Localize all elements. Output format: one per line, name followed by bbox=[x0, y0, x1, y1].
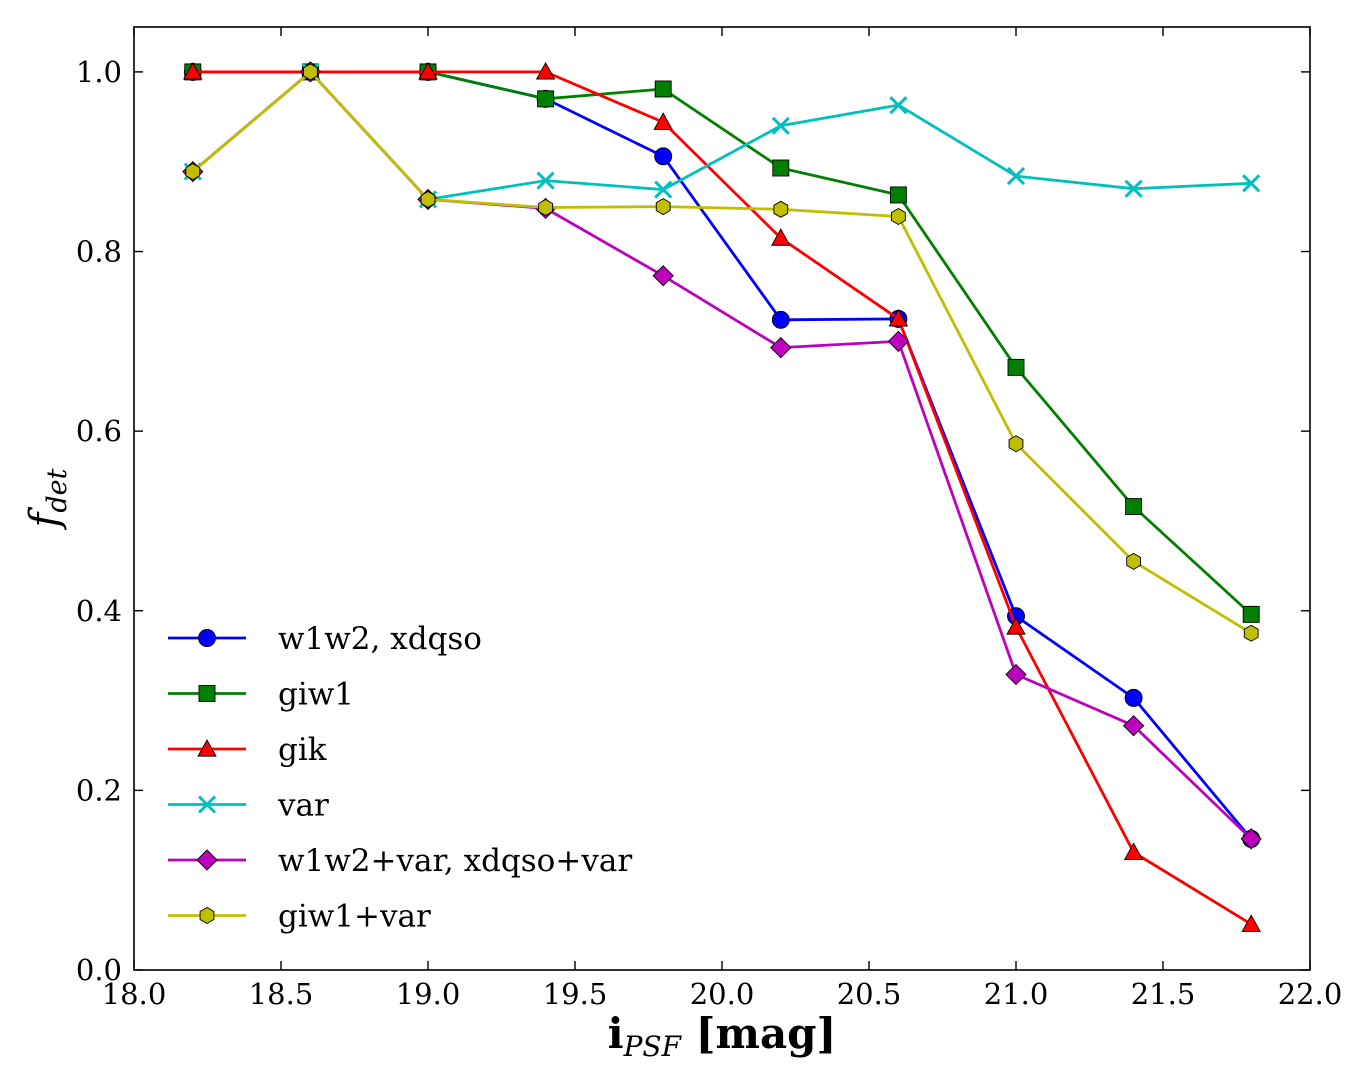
series-line bbox=[191, 70, 1252, 635]
axis-ticks: 18.0 18.5 19.0 19.5 20.0 20.5 21.0 21.5 22.0 0.0 0… bbox=[76, 27, 1342, 1011]
legend: w1w2, xdqso giw1 gik var w1w2+var, xdqso+var… bbox=[168, 621, 632, 935]
series-1 bbox=[184, 63, 1260, 623]
data-point bbox=[772, 159, 790, 177]
data-point bbox=[536, 171, 555, 190]
x-tick-label: 18.5 bbox=[249, 977, 314, 1011]
data-point bbox=[654, 180, 673, 199]
data-point bbox=[1006, 167, 1026, 186]
data-point bbox=[654, 80, 672, 98]
y-tick-label: 0.0 bbox=[76, 953, 122, 987]
data-point bbox=[183, 61, 203, 80]
data-point bbox=[1242, 174, 1261, 193]
legend-entry: var bbox=[168, 788, 329, 824]
data-point bbox=[771, 116, 790, 135]
data-point bbox=[652, 265, 674, 287]
series-5 bbox=[185, 63, 1259, 642]
series-layer bbox=[182, 61, 1262, 932]
legend-label: giw1 bbox=[278, 677, 354, 713]
x-tick-label: 20.5 bbox=[837, 977, 902, 1011]
y-tick-label: 0.2 bbox=[76, 773, 122, 807]
x-tick-label: 19.0 bbox=[396, 977, 461, 1011]
data-point bbox=[1241, 914, 1261, 932]
data-point bbox=[1122, 715, 1145, 737]
legend-entry: giw1 bbox=[168, 677, 354, 713]
legend-entry: w1w2, xdqso bbox=[168, 621, 482, 657]
legend-label: w1w2, xdqso bbox=[278, 621, 482, 657]
data-point bbox=[1008, 435, 1024, 453]
data-point bbox=[1005, 663, 1027, 686]
data-point bbox=[1123, 842, 1144, 860]
data-point bbox=[887, 330, 910, 352]
legend-marker bbox=[197, 795, 217, 814]
x-tick-label: 19.5 bbox=[543, 977, 608, 1011]
data-point bbox=[771, 228, 791, 246]
legend-entry: w1w2+var, xdqso+var bbox=[168, 843, 632, 879]
data-point bbox=[418, 61, 438, 80]
data-point bbox=[537, 90, 555, 108]
data-point bbox=[420, 190, 436, 208]
legend-label: w1w2+var, xdqso+var bbox=[278, 843, 632, 879]
data-point bbox=[888, 308, 909, 327]
series-line bbox=[192, 70, 1253, 616]
y-tick-label: 0.4 bbox=[76, 594, 122, 628]
data-point bbox=[889, 96, 908, 115]
x-tick-label: 21.0 bbox=[984, 977, 1049, 1011]
data-point bbox=[1124, 179, 1143, 198]
data-point bbox=[653, 112, 673, 130]
x-tick-label: 21.5 bbox=[1131, 977, 1196, 1011]
legend-entry: gik bbox=[168, 732, 327, 768]
data-point bbox=[655, 198, 671, 216]
legend-label: giw1+var bbox=[278, 899, 431, 935]
data-point bbox=[770, 336, 792, 359]
y-axis-label: fdet bbox=[22, 468, 73, 530]
legend-label: var bbox=[277, 788, 329, 824]
data-point bbox=[1007, 358, 1025, 376]
data-point bbox=[1242, 605, 1260, 623]
y-tick-label: 1.0 bbox=[76, 55, 122, 89]
y-tick-label: 0.6 bbox=[76, 414, 122, 448]
series-2 bbox=[183, 61, 1261, 932]
data-point bbox=[1240, 828, 1262, 850]
x-axis-label: iPSF [mag] bbox=[608, 1009, 837, 1063]
legend-marker bbox=[196, 849, 218, 871]
data-point bbox=[1006, 617, 1026, 635]
legend-marker bbox=[199, 906, 215, 925]
x-tick-label: 22.0 bbox=[1278, 977, 1343, 1011]
series-line bbox=[192, 70, 1252, 926]
legend-entry: giw1+var bbox=[168, 899, 431, 935]
data-point bbox=[538, 199, 553, 217]
data-point bbox=[773, 200, 789, 218]
data-point bbox=[1124, 688, 1143, 707]
series-3 bbox=[183, 62, 1261, 209]
legend-label: gik bbox=[278, 732, 327, 768]
y-tick-label: 0.8 bbox=[76, 235, 122, 269]
legend-marker bbox=[197, 739, 217, 757]
data-point bbox=[889, 186, 907, 204]
legend-marker bbox=[198, 629, 216, 647]
x-tick-label: 18.0 bbox=[102, 977, 167, 1011]
data-point bbox=[185, 163, 201, 181]
data-point bbox=[1126, 552, 1141, 570]
data-point bbox=[891, 207, 906, 226]
data-point bbox=[654, 147, 673, 166]
series-line bbox=[191, 70, 1253, 840]
x-tick-label: 20.0 bbox=[690, 977, 755, 1011]
data-point bbox=[1243, 624, 1259, 642]
data-point bbox=[535, 61, 556, 80]
series-line bbox=[192, 70, 1253, 840]
data-point bbox=[1125, 498, 1143, 516]
legend-marker bbox=[198, 685, 216, 702]
data-point bbox=[771, 310, 790, 329]
data-point bbox=[303, 63, 318, 81]
